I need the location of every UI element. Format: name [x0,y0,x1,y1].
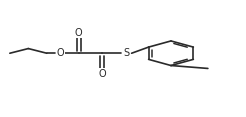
Text: O: O [98,69,106,79]
Text: S: S [124,48,130,58]
Text: O: O [57,48,64,58]
Text: O: O [75,28,82,38]
